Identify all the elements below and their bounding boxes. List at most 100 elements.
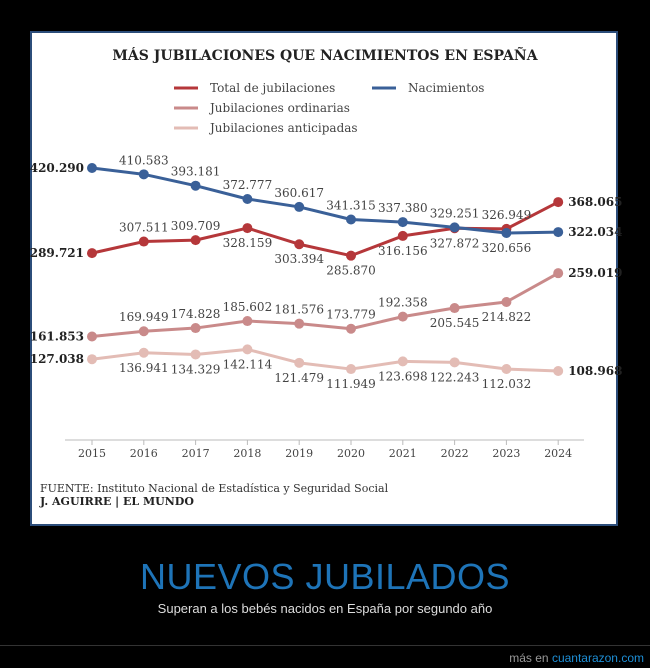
data-label-ordinarias: 181.576: [274, 303, 324, 317]
x-tick-label: 2023: [492, 447, 520, 460]
line-total: [91, 200, 559, 258]
point-anticipadas: [553, 366, 564, 376]
data-label-ordinarias: 259.019: [568, 266, 622, 280]
data-label-total: 328.159: [223, 236, 273, 250]
x-tick-label: 2015: [78, 447, 106, 460]
point-anticipadas: [87, 354, 97, 365]
data-label-anticipadas: 134.329: [171, 362, 221, 376]
divider: [0, 645, 650, 646]
data-label-nacimientos: 337.380: [378, 201, 428, 215]
data-label-nacimientos: 329.251: [430, 206, 480, 220]
point-ordinarias: [190, 323, 201, 334]
data-label-nacimientos: 341.315: [326, 199, 376, 213]
x-tick-label: 2020: [337, 447, 365, 460]
point-ordinarias: [138, 326, 149, 337]
point-nacimientos: [242, 193, 253, 204]
point-ordinarias: [87, 331, 97, 342]
point-nacimientos: [294, 201, 305, 212]
meme-title: NUEVOS JUBILADOS: [139, 556, 511, 597]
data-label-total: 368.065: [568, 195, 622, 209]
point-anticipadas: [449, 357, 460, 368]
point-nacimientos: [553, 227, 564, 238]
data-label-ordinarias: 174.828: [171, 307, 221, 321]
data-label-nacimientos: 320.656: [482, 241, 532, 255]
data-label-ordinarias: 185.602: [223, 300, 273, 314]
data-label-nacimientos: 322.034: [568, 225, 622, 239]
data-label-ordinarias: 214.822: [482, 310, 532, 324]
point-ordinarias: [294, 318, 305, 329]
data-label-anticipadas: 121.479: [274, 371, 324, 385]
data-label-anticipadas: 122.243: [430, 370, 480, 384]
point-ordinarias: [242, 316, 253, 327]
point-nacimientos: [346, 214, 356, 225]
line-nacimientos: [91, 166, 559, 235]
line-chart: MÁS JUBILACIONES QUE NACIMIENTOS EN ESPA…: [30, 45, 623, 508]
line-anticipadas: [91, 347, 559, 373]
site-link[interactable]: cuantarazon.com: [551, 651, 644, 665]
point-total: [553, 197, 564, 208]
data-label-anticipadas: 142.114: [223, 357, 273, 371]
legend-label: Nacimientos: [408, 81, 484, 95]
data-label-ordinarias: 161.853: [30, 330, 84, 344]
point-nacimientos: [501, 227, 512, 238]
point-anticipadas: [294, 357, 305, 368]
x-tick-label: 2024: [544, 447, 572, 460]
point-ordinarias: [553, 268, 564, 279]
credit: J. AGUIRRE | EL MUNDO: [39, 495, 194, 508]
chart-title: MÁS JUBILACIONES QUE NACIMIENTOS EN ESPA…: [112, 45, 538, 64]
point-anticipadas: [242, 344, 253, 355]
data-label-nacimientos: 420.290: [30, 161, 84, 175]
line-ordinarias: [91, 271, 559, 339]
point-total: [138, 236, 149, 247]
point-total: [346, 250, 356, 261]
legend-label: Total de jubilaciones: [210, 81, 335, 95]
x-tick-label: 2022: [441, 447, 469, 460]
point-nacimientos: [87, 163, 97, 174]
data-label-nacimientos: 372.777: [223, 178, 273, 192]
data-label-nacimientos: 393.181: [171, 165, 221, 179]
point-nacimientos: [449, 222, 460, 233]
data-label-total: 289.721: [30, 246, 84, 260]
point-ordinarias: [346, 323, 356, 334]
data-label-total: 326.949: [482, 208, 532, 222]
point-ordinarias: [501, 296, 512, 307]
point-anticipadas: [501, 364, 512, 375]
point-total: [242, 223, 253, 234]
point-total: [87, 248, 97, 259]
data-label-ordinarias: 192.358: [378, 296, 428, 310]
data-label-ordinarias: 169.949: [119, 310, 169, 324]
point-total: [397, 230, 408, 241]
x-tick-label: 2021: [389, 447, 417, 460]
point-anticipadas: [397, 356, 408, 367]
data-label-ordinarias: 173.779: [326, 308, 376, 322]
data-label-total: 303.394: [274, 252, 324, 266]
meme-subtitle: Superan a los bebés nacidos en España po…: [157, 601, 493, 616]
data-label-anticipadas: 123.698: [378, 369, 428, 383]
point-anticipadas: [138, 347, 149, 358]
point-ordinarias: [449, 303, 460, 314]
data-label-total: 309.709: [171, 219, 221, 233]
footer-prefix: más en: [509, 651, 549, 665]
point-total: [294, 239, 305, 250]
footer: más en cuantarazon.com: [509, 651, 644, 665]
data-label-nacimientos: 410.583: [119, 153, 169, 167]
x-tick-label: 2016: [130, 447, 158, 460]
legend-label: Jubilaciones ordinarias: [208, 101, 350, 115]
data-label-total: 285.870: [326, 264, 376, 278]
point-anticipadas: [346, 364, 356, 375]
data-label-total: 316.156: [378, 244, 428, 258]
point-nacimientos: [397, 217, 408, 228]
source-note: FUENTE: Instituto Nacional de Estadístic…: [40, 482, 389, 495]
chart-panel: [30, 31, 618, 526]
legend-label: Jubilaciones anticipadas: [208, 121, 358, 135]
x-tick-label: 2019: [285, 447, 313, 460]
data-label-total: 327.872: [430, 236, 480, 250]
point-nacimientos: [190, 180, 201, 191]
point-total: [190, 235, 201, 246]
data-label-ordinarias: 205.545: [430, 316, 480, 330]
data-label-anticipadas: 127.038: [30, 352, 84, 366]
data-label-anticipadas: 108.968: [568, 364, 622, 378]
data-label-nacimientos: 360.617: [274, 186, 324, 200]
point-anticipadas: [190, 349, 201, 360]
data-label-anticipadas: 111.949: [326, 377, 376, 391]
